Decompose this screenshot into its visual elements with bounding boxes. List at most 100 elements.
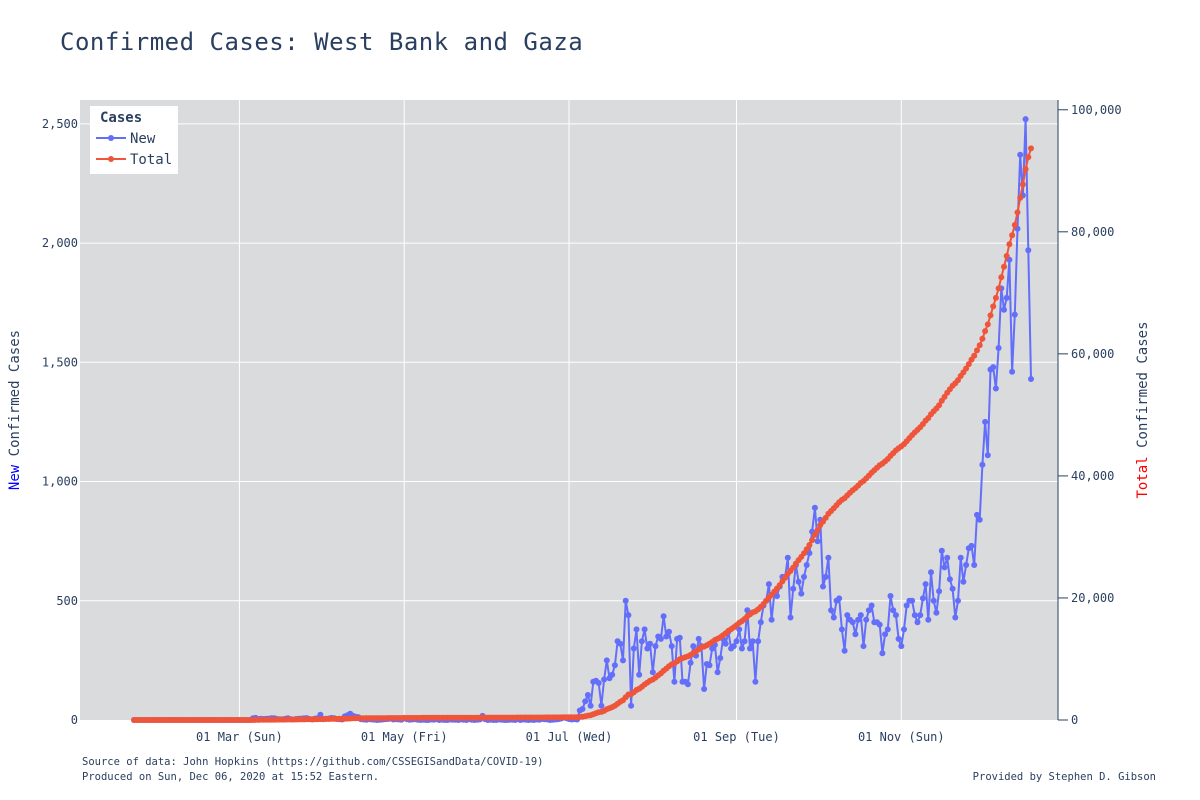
data-point-new [925,616,932,623]
data-point-total [982,328,989,335]
x-tick-label: 01 Jul (Wed) [526,730,613,744]
data-point-new [884,626,891,633]
data-point-new [601,676,608,683]
data-point-new [636,671,643,678]
y-right-tick-label: 100,000 [1071,103,1122,117]
data-point-new [909,597,916,604]
data-point-new [730,643,737,650]
data-point-total [1028,145,1034,152]
data-point-new [963,562,970,568]
data-point-new [798,590,805,597]
data-point-new [622,597,629,604]
data-point-new [890,607,897,614]
data-point-new [790,585,797,592]
data-point-new [801,573,807,580]
data-point-new [917,612,924,619]
y-right-tick-label: 20,000 [1071,591,1114,605]
data-point-new [836,595,843,602]
data-point-new [641,626,648,633]
data-point-total [1003,253,1010,259]
data-point-new [1009,368,1016,375]
data-point-new [811,504,818,511]
y-right-axis-title: Total Confirmed Cases [1135,321,1151,498]
data-point-total [1001,263,1007,270]
legend-label-new: New [130,131,156,147]
data-point-new [1003,294,1010,301]
data-point-new [974,511,980,518]
data-point-total [979,335,986,342]
data-point-new [666,628,672,635]
data-point-new [784,554,791,561]
data-point-new [933,609,940,616]
data-point-new [652,643,659,650]
x-tick-label: 01 Nov (Sun) [858,730,945,744]
data-point-new [860,643,867,650]
data-point-new [663,633,670,640]
data-point-new [595,680,602,686]
data-point-total [936,402,943,409]
data-point-new [914,619,921,626]
data-point-new [901,626,907,633]
data-point-new [911,612,918,619]
data-point-new [625,612,632,619]
y-left-axis-title-prefix: New [7,464,23,490]
y-left-tick-label: 2,500 [42,117,78,131]
y-left-tick-label: 1,000 [42,475,78,489]
data-point-new [695,635,702,642]
data-point-new [733,638,740,645]
data-point-new [828,607,835,614]
y-left-axis-title: New Confirmed Cases [7,330,23,490]
data-point-new [774,593,780,599]
data-point-new [676,634,683,641]
data-point-new [955,597,961,604]
data-point-new [706,662,713,669]
data-point-total [998,274,1005,281]
data-point-new [898,643,905,650]
data-point-new [803,562,810,568]
data-point-new [822,573,829,580]
data-point-total [814,527,821,534]
legend-title: Cases [100,110,142,126]
data-point-total [1025,154,1032,161]
data-point-new [582,698,589,705]
x-tick-label: 01 Sep (Tue) [693,730,780,744]
data-point-new [598,702,605,709]
data-point-new [714,669,721,676]
data-point-new [690,643,697,650]
data-point-new [949,585,956,592]
y-right-axis-title-prefix: Total [1135,456,1151,498]
data-point-new [795,578,802,585]
data-point-new [892,612,899,619]
data-point-new [1001,306,1007,313]
data-point-new [984,452,991,459]
data-point-new [587,702,594,709]
data-point-new [660,613,667,620]
data-point-new [946,576,953,583]
data-point-new [830,614,837,621]
data-point-new [928,569,934,576]
data-point-new [765,581,772,588]
data-point-new [687,659,694,666]
footer-credit: Provided by Stephen D. Gibson [972,771,1156,783]
data-point-total [971,352,978,359]
data-point-new [768,616,775,623]
x-tick-label: 01 May (Fri) [361,730,448,744]
y-left-axis-title-rest: Confirmed Cases [7,330,23,465]
data-point-total [811,531,818,538]
data-point-total [992,294,999,301]
data-point-new [747,645,753,652]
x-tick-label: 01 Mar (Sun) [196,730,283,744]
footer-source: Source of data: John Hopkins (https://gi… [82,756,544,768]
y-left-tick-label: 1,500 [42,355,78,369]
data-point-new [936,588,943,595]
data-point-new [838,626,845,633]
data-point-new [990,364,997,371]
data-point-new [649,669,656,676]
data-point-new [903,602,910,609]
data-point-total [1014,209,1021,216]
data-point-new [841,647,848,654]
data-point-total [990,303,997,310]
data-point-new [876,621,883,628]
